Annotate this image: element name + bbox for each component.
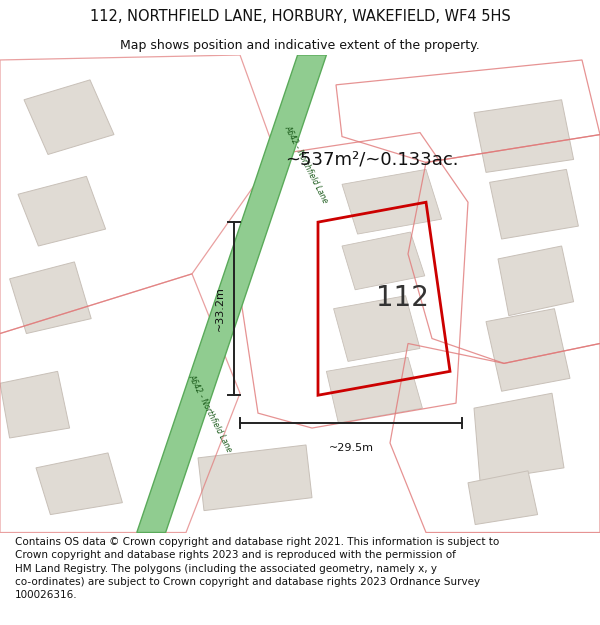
Text: 112, NORTHFIELD LANE, HORBURY, WAKEFIELD, WF4 5HS: 112, NORTHFIELD LANE, HORBURY, WAKEFIELD… <box>89 9 511 24</box>
Polygon shape <box>0 371 70 438</box>
Polygon shape <box>498 246 574 316</box>
Text: ~29.5m: ~29.5m <box>329 443 373 453</box>
Polygon shape <box>24 80 114 154</box>
Polygon shape <box>474 393 564 481</box>
Polygon shape <box>334 296 420 361</box>
Text: 112: 112 <box>376 284 428 312</box>
Text: Contains OS data © Crown copyright and database right 2021. This information is : Contains OS data © Crown copyright and d… <box>15 537 499 600</box>
Text: Map shows position and indicative extent of the property.: Map shows position and indicative extent… <box>120 39 480 52</box>
Polygon shape <box>18 176 106 246</box>
Polygon shape <box>326 357 422 423</box>
Polygon shape <box>36 453 122 514</box>
Text: A642 - Northfield Lane: A642 - Northfield Lane <box>187 372 233 454</box>
Polygon shape <box>474 100 574 172</box>
Polygon shape <box>342 232 425 290</box>
Polygon shape <box>468 471 538 524</box>
Polygon shape <box>198 445 312 511</box>
Polygon shape <box>490 169 578 239</box>
Polygon shape <box>342 169 442 234</box>
Polygon shape <box>137 55 326 532</box>
Text: A642 - Northfield Lane: A642 - Northfield Lane <box>283 124 329 205</box>
Text: ~33.2m: ~33.2m <box>215 286 224 331</box>
Polygon shape <box>10 262 91 334</box>
Text: ~537m²/~0.133ac.: ~537m²/~0.133ac. <box>285 151 459 169</box>
Polygon shape <box>486 309 570 391</box>
